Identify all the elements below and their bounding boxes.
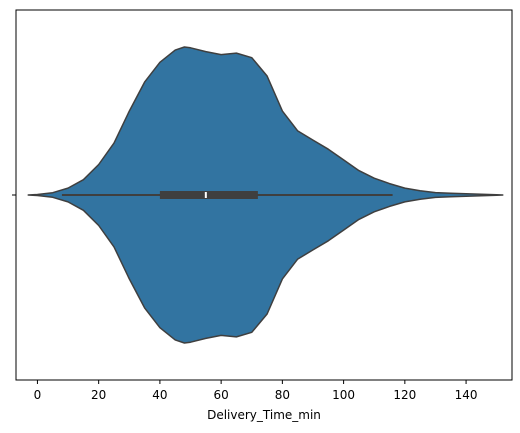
x-axis-label: Delivery_Time_min (207, 408, 321, 422)
box-iqr (159, 191, 258, 199)
x-tick-label: 80 (275, 388, 290, 402)
x-tick-label: 40 (152, 388, 167, 402)
x-tick-label: 0 (34, 388, 42, 402)
x-tick-label: 60 (213, 388, 228, 402)
x-tick-label: 140 (455, 388, 478, 402)
box-median-marker (204, 192, 207, 198)
x-tick-label: 100 (332, 388, 355, 402)
x-axis-ticks: 0 20 40 60 80 100 120 140 (34, 380, 478, 402)
x-tick-label: 120 (393, 388, 416, 402)
x-tick-label: 20 (91, 388, 106, 402)
